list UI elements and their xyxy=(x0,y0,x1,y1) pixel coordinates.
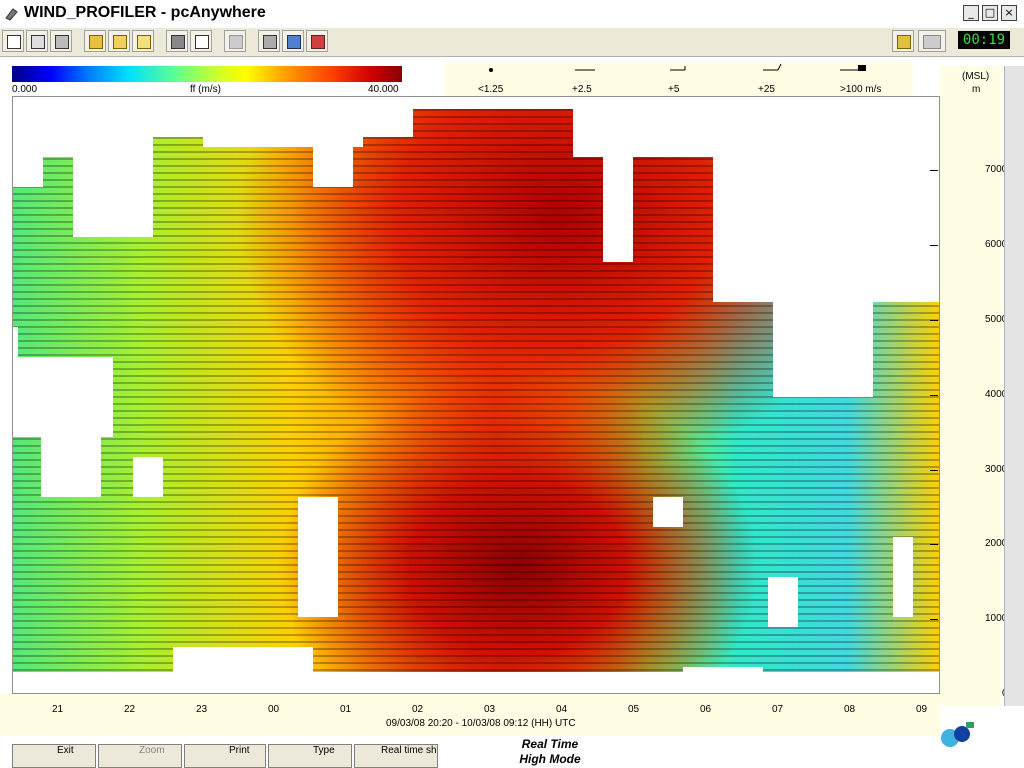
page-icon[interactable] xyxy=(190,30,212,52)
barb-legend xyxy=(445,62,913,96)
x-tick-label: 05 xyxy=(628,704,640,715)
real-time-button-label: Real time sh xyxy=(381,745,437,756)
vertical-scrollbar[interactable] xyxy=(1004,66,1024,706)
window-split-icon[interactable] xyxy=(26,30,48,52)
y-tick-label: 5000 xyxy=(985,314,1008,325)
y-tick-label: 2000 xyxy=(985,538,1008,549)
exit-button-label: Exit xyxy=(57,745,74,756)
network-icon[interactable] xyxy=(282,30,304,52)
undo-icon[interactable] xyxy=(224,30,246,52)
y-tick-label: 4000 xyxy=(985,389,1008,400)
x-tick-label: 03 xyxy=(484,704,496,715)
no-data-region xyxy=(768,577,798,627)
y-tick-label: 1000 xyxy=(985,613,1008,624)
y-tick xyxy=(930,395,938,396)
upload-icon[interactable] xyxy=(108,30,130,52)
x-tick-label: 02 xyxy=(412,704,424,715)
type-button[interactable]: Type xyxy=(268,744,352,768)
keyboard-icon[interactable] xyxy=(258,30,280,52)
barb-legend-item: +5 xyxy=(668,84,680,95)
no-data-region xyxy=(893,537,913,617)
colorbar-max-label: 40.000 xyxy=(368,84,399,95)
print-button-label: Print xyxy=(229,745,250,756)
window-icon[interactable] xyxy=(2,30,24,52)
real-time-button[interactable]: Real time sh xyxy=(354,744,438,768)
window-title: WIND_PROFILER - pcAnywhere xyxy=(24,4,266,21)
no-data-region xyxy=(41,397,101,497)
colorbar-unit-label: ff (m/s) xyxy=(190,84,221,95)
x-tick-label: 06 xyxy=(700,704,712,715)
y-axis-unit-top: (MSL) xyxy=(962,71,990,82)
status-indicator-icon xyxy=(918,30,946,52)
disconnect-icon[interactable] xyxy=(306,30,328,52)
lock-icon[interactable] xyxy=(892,30,914,52)
type-button-label: Type xyxy=(313,745,335,756)
zoom-button[interactable]: Zoom xyxy=(98,744,182,768)
time-range-caption: 09/03/08 20:20 - 10/03/08 09:12 (HH) UTC xyxy=(386,718,576,729)
x-tick-label: 07 xyxy=(772,704,784,715)
no-data-region xyxy=(173,647,313,677)
y-tick-label: 3000 xyxy=(985,464,1008,475)
x-tick-label: 04 xyxy=(556,704,568,715)
title-bar: WIND_PROFILER - pcAnywhere _ □ × xyxy=(0,0,1024,29)
transfer-icon[interactable] xyxy=(84,30,106,52)
no-data-region xyxy=(313,127,353,187)
print-button[interactable]: Print xyxy=(184,744,266,768)
mode-status-line1: Real Time xyxy=(521,737,579,751)
barb-legend-item: +2.5 xyxy=(572,84,592,95)
window-settings-icon[interactable] xyxy=(50,30,72,52)
close-button[interactable]: × xyxy=(1001,5,1017,21)
no-data-region xyxy=(13,672,939,693)
x-tick-label: 23 xyxy=(196,704,208,715)
y-tick xyxy=(930,320,938,321)
x-tick-label: 21 xyxy=(52,704,64,715)
wind-profile-plot xyxy=(12,96,940,694)
mode-status-line2: High Mode xyxy=(519,752,581,766)
y-axis-panel xyxy=(940,66,1002,706)
file-icon[interactable] xyxy=(132,30,154,52)
no-data-region xyxy=(573,97,939,157)
y-tick xyxy=(930,245,938,246)
no-data-region xyxy=(73,117,153,237)
x-tick-label: 01 xyxy=(340,704,352,715)
y-tick xyxy=(930,470,938,471)
barb-legend-item: <1.25 xyxy=(478,84,504,95)
colorbar xyxy=(12,66,402,82)
session-timer: 00:19 xyxy=(958,31,1010,49)
y-tick-label: 6000 xyxy=(985,239,1008,250)
barb-legend-item: +25 xyxy=(758,84,775,95)
time-axis-panel xyxy=(0,694,940,736)
zoom-button-label: Zoom xyxy=(139,745,165,756)
pcanywhere-icon xyxy=(5,8,18,21)
no-data-region xyxy=(133,457,163,497)
y-tick xyxy=(930,544,938,545)
y-tick xyxy=(930,619,938,620)
colorbar-min-label: 0.000 xyxy=(12,84,38,95)
screen-icon[interactable] xyxy=(166,30,188,52)
no-data-region xyxy=(683,667,763,687)
x-tick-label: 00 xyxy=(268,704,280,715)
no-data-region xyxy=(713,152,939,302)
institution-logo-icon xyxy=(941,722,974,747)
y-tick-label: 7000 xyxy=(985,164,1008,175)
barb-legend-item: >100 m/s xyxy=(840,84,882,95)
no-data-region xyxy=(298,497,338,617)
y-axis-unit: m xyxy=(972,84,981,95)
x-tick-label: 08 xyxy=(844,704,856,715)
minimize-button[interactable]: _ xyxy=(963,5,979,21)
no-data-region xyxy=(773,297,873,397)
no-data-region xyxy=(653,497,683,527)
x-tick-label: 09 xyxy=(916,704,928,715)
exit-button[interactable]: Exit xyxy=(12,744,96,768)
y-tick xyxy=(930,170,938,171)
x-tick-label: 22 xyxy=(124,704,136,715)
toolbar xyxy=(0,28,1024,57)
barb-legend-symbols xyxy=(489,63,866,72)
maximize-button[interactable]: □ xyxy=(982,5,998,21)
no-data-region xyxy=(603,152,633,262)
